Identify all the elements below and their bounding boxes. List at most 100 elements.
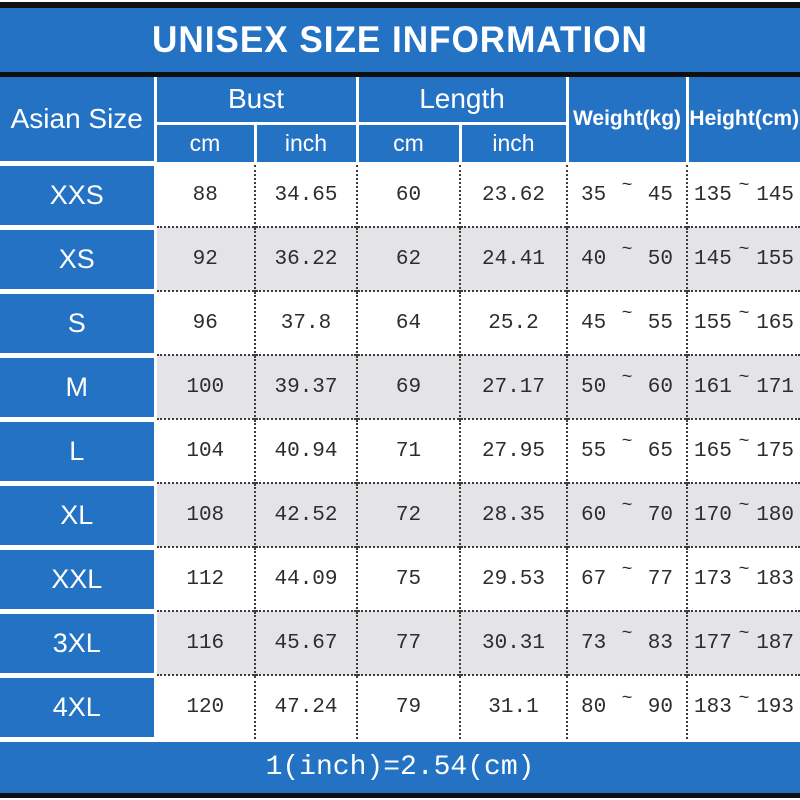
length-cm-value: 79 [356,674,460,739]
weight-range: 40 ~50 [566,226,688,291]
weight-range: 73 ~83 [566,610,688,675]
weight-min: 50 [581,375,607,399]
tilde: ~ [738,176,750,197]
height-max: 193 [756,696,795,719]
height-min: 165 [694,439,732,463]
height-min: 177 [694,631,732,655]
height-min: 155 [694,311,732,335]
tilde: ~ [738,432,750,452]
bust-inch-value: 47.24 [254,674,357,739]
header-sub-row: cm inch cm inch [0,121,800,165]
weight-range: 67 ~77 [566,546,688,611]
tilde: ~ [621,688,633,709]
height-range: 135 ~145 [686,163,800,227]
size-label: M [0,352,157,419]
header-bust: Bust [153,77,359,125]
size-label: 3XL [0,608,157,675]
bust-inch-value: 45.67 [254,610,357,675]
length-inch-value: 29.53 [458,546,568,611]
length-cm-value: 72 [356,482,460,547]
table-row-xxl: XXL 112 44.09 75 29.53 67 ~77 173 ~183 [0,544,800,611]
tilde: ~ [621,624,633,644]
height-range: 183 ~193 [686,674,800,739]
tilde: ~ [738,496,750,516]
length-cm-value: 62 [356,226,460,291]
length-inch-value: 31.1 [458,674,568,739]
weight-min: 45 [581,311,607,335]
length-cm-value: 69 [356,354,460,419]
height-min: 173 [694,567,732,591]
weight-max: 65 [647,439,674,463]
height-max: 171 [756,375,795,399]
height-min: 145 [694,247,732,271]
height-max: 145 [756,183,795,207]
table-row-xs: XS 92 36.22 62 24.41 40 ~50 145 ~155 [0,224,800,291]
length-inch-value: 28.35 [458,482,568,547]
table-row-4xl: 4XL 120 47.24 79 31.1 80 ~90 183 ~193 [0,672,800,742]
length-cm-value: 75 [356,546,460,611]
header-group-row: Asian Size Bust Length Weight(kg) Height… [0,77,800,165]
length-inch-value: 25.2 [458,290,568,355]
weight-max: 55 [647,311,674,335]
bust-inch-value: 39.37 [254,354,357,419]
weight-min: 73 [581,631,607,655]
height-range: 161 ~171 [686,354,800,419]
weight-range: 45 ~55 [566,290,688,355]
height-range: 165 ~175 [686,418,800,483]
length-inch-value: 23.62 [458,163,568,227]
weight-range: 60 ~70 [566,482,688,547]
weight-min: 80 [581,696,607,719]
tilde: ~ [621,496,633,516]
size-label: XS [0,224,157,291]
header-length-cm: cm [355,121,462,165]
tilde: ~ [621,368,633,388]
weight-max: 70 [647,503,674,527]
table-row-3xl: 3XL 116 45.67 77 30.31 73 ~83 177 ~187 [0,608,800,675]
weight-range: 35 ~45 [566,163,688,227]
height-max: 183 [756,567,795,591]
height-max: 187 [756,631,795,655]
tilde: ~ [738,688,750,709]
bust-cm-value: 108 [155,482,255,547]
table-row-s: S 96 37.8 64 25.2 45 ~55 155 ~165 [0,288,800,355]
length-cm-value: 64 [356,290,460,355]
conversion-note: 1(inch)=2.54(cm) [265,751,535,783]
tilde: ~ [738,368,750,388]
height-max: 180 [756,503,795,527]
height-max: 155 [756,247,795,271]
title-band: UNISEX SIZE INFORMATION [0,8,800,72]
header-asian-size: Asian Size [0,77,157,165]
table-row-xl: XL 108 42.52 72 28.35 60 ~70 170 ~180 [0,480,800,547]
size-label: 4XL [0,672,157,742]
bust-inch-value: 44.09 [254,546,357,611]
tilde: ~ [621,432,633,452]
size-label: XXS [0,160,157,227]
size-label: XXL [0,544,157,611]
footer-band: 1(inch)=2.54(cm) [0,741,800,793]
tilde: ~ [621,560,633,580]
length-inch-value: 30.31 [458,610,568,675]
weight-min: 35 [581,183,607,207]
length-inch-value: 24.41 [458,226,568,291]
weight-min: 60 [581,503,607,527]
height-max: 175 [756,439,795,463]
bust-cm-value: 96 [155,290,255,355]
table-header: Asian Size Bust Length Weight(kg) Height… [0,77,800,165]
title-divider-line [0,72,800,77]
table-body: XXS 88 34.65 60 23.62 35 ~45 135 ~145 XS 9… [0,160,800,742]
tilde: ~ [738,560,750,580]
length-inch-value: 27.95 [458,418,568,483]
bust-inch-value: 42.52 [254,482,357,547]
header-length: Length [355,77,569,125]
weight-range: 55 ~65 [566,418,688,483]
header-bust-inch: inch [253,121,359,165]
bust-inch-value: 40.94 [254,418,357,483]
header-weight: Weight(kg) [565,77,689,165]
bust-cm-value: 100 [155,354,255,419]
weight-range: 80 ~90 [566,674,688,739]
weight-max: 77 [647,567,674,591]
header-bust-cm: cm [153,121,257,165]
size-label: L [0,416,157,483]
height-min: 135 [694,183,732,207]
